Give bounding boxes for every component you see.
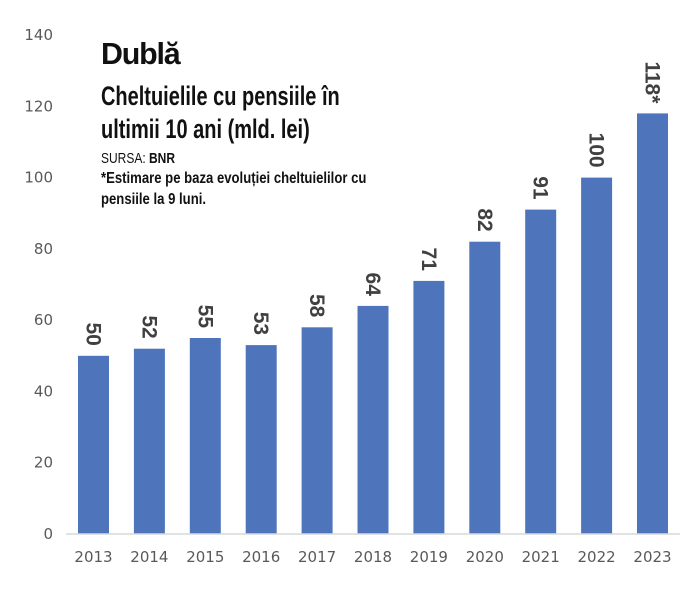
y-tick-label: 20 xyxy=(34,454,53,472)
data-label: 53 xyxy=(249,312,272,335)
chart-title: Dublă xyxy=(101,36,181,71)
footnote-line-1: *Estimare pe baza evoluției cheltuielilo… xyxy=(101,170,367,187)
bar-2021 xyxy=(525,209,557,534)
x-tick-label: 2021 xyxy=(522,548,560,566)
x-tick-label: 2020 xyxy=(466,548,504,566)
bar-2015 xyxy=(189,338,221,534)
y-tick-label: 120 xyxy=(24,97,53,115)
chart-subtitle-line-2: ultimii 10 ani (mld. lei) xyxy=(101,114,310,144)
bar-2019 xyxy=(413,280,445,534)
source-label: SURSA: xyxy=(101,150,150,167)
x-tick-label: 2015 xyxy=(186,548,224,566)
data-label: 55 xyxy=(193,305,216,329)
data-label: 71 xyxy=(417,248,440,272)
chart-header: Dublă Cheltuielile cu pensiile în ultimi… xyxy=(101,38,425,210)
y-tick-label: 40 xyxy=(34,382,53,400)
data-label: 118* xyxy=(641,61,664,104)
data-label: 100 xyxy=(585,133,608,168)
y-axis: 0 20 40 60 80 100 120 140 xyxy=(24,26,53,543)
chart-subtitle-line-1: Cheltuielile cu pensiile în xyxy=(101,81,340,111)
bar-2013 xyxy=(78,355,109,534)
x-axis: 2013 2014 2015 2016 2017 2018 2019 2020 2021 2022… xyxy=(74,548,671,566)
bar-2020 xyxy=(469,241,501,534)
bar-2023 xyxy=(637,113,668,535)
bars-group xyxy=(78,113,668,535)
data-label: 52 xyxy=(137,315,160,338)
bar-2014 xyxy=(133,348,165,534)
y-tick-label: 60 xyxy=(34,311,53,329)
data-label: 64 xyxy=(361,273,384,297)
y-tick-label: 80 xyxy=(34,240,53,258)
bar-2018 xyxy=(357,305,389,534)
data-label: 50 xyxy=(82,322,105,345)
data-label: 82 xyxy=(473,208,496,231)
data-label: 91 xyxy=(529,176,552,200)
x-tick-label: 2016 xyxy=(242,548,280,566)
x-tick-label: 2013 xyxy=(74,548,112,566)
source-line: SURSA: BNR xyxy=(101,150,360,168)
footnote-line-2: pensiile la 9 luni. xyxy=(101,191,206,208)
x-tick-label: 2019 xyxy=(410,548,448,566)
x-tick-label: 2014 xyxy=(130,548,168,566)
data-label: 58 xyxy=(305,294,328,318)
bar-2016 xyxy=(245,345,277,534)
source-value: BNR xyxy=(149,150,176,167)
x-tick-label: 2017 xyxy=(298,548,336,566)
bar-2017 xyxy=(301,327,333,534)
data-labels-group: 50 52 55 53 58 64 71 82 91 100 118* xyxy=(82,61,664,345)
x-tick-label: 2022 xyxy=(578,548,616,566)
y-tick-label: 0 xyxy=(43,525,53,543)
bar-2022 xyxy=(581,177,613,534)
x-tick-label: 2023 xyxy=(633,548,671,566)
x-tick-label: 2018 xyxy=(354,548,392,566)
y-tick-label: 100 xyxy=(24,169,53,187)
y-tick-label: 140 xyxy=(24,26,53,44)
